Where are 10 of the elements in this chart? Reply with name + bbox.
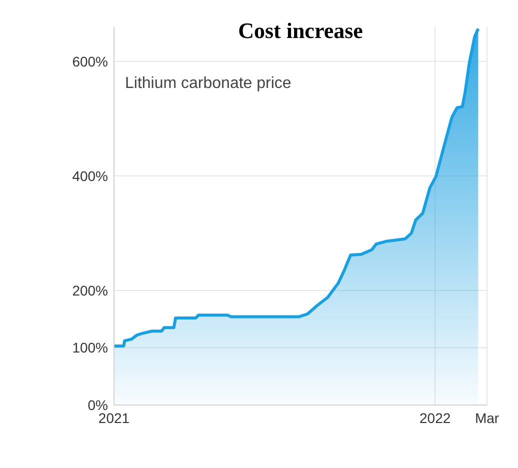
y-tick-label: 400% <box>72 168 108 184</box>
y-tick-label: 600% <box>72 53 108 70</box>
x-tick-label: 2021 <box>98 410 130 426</box>
y-tick-label: 200% <box>72 282 108 298</box>
y-tick-label: 0% <box>88 396 108 413</box>
x-tick-label: Mar <box>474 410 500 426</box>
annotation: Lithium carbonate price <box>125 75 292 92</box>
x-tick-label: 2022 <box>420 410 451 426</box>
chart-title: Cost increase <box>238 18 364 43</box>
y-tick-label: 100% <box>72 340 108 356</box>
